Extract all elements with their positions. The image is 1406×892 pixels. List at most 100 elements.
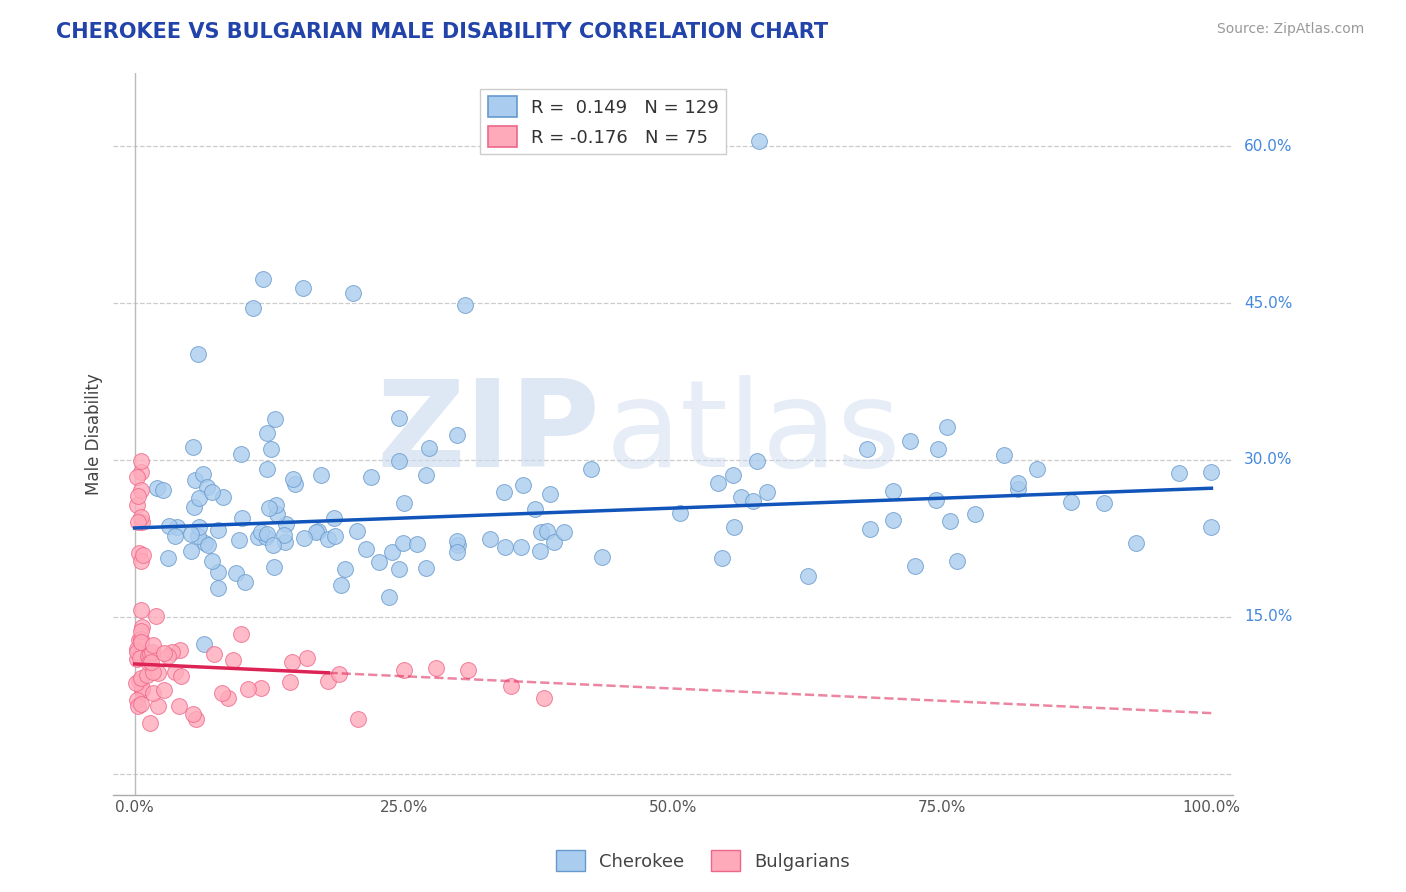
- Point: [127, 698, 149, 713]
- Point: [457, 663, 479, 677]
- Point: [368, 556, 391, 570]
- Point: [509, 540, 531, 554]
- Point: [131, 516, 153, 530]
- Point: [197, 538, 219, 552]
- Point: [262, 538, 284, 552]
- Point: [131, 620, 153, 634]
- Point: [129, 651, 152, 665]
- Point: [381, 545, 404, 559]
- Point: [415, 561, 437, 575]
- Point: [797, 569, 820, 583]
- Point: [131, 643, 153, 657]
- Point: [329, 578, 352, 592]
- Point: [127, 516, 149, 530]
- Point: [187, 491, 209, 506]
- Point: [278, 675, 301, 690]
- Text: 30.0%: 30.0%: [1244, 452, 1292, 467]
- Point: [323, 529, 346, 543]
- Point: [388, 411, 411, 425]
- Point: [139, 655, 162, 669]
- Point: [264, 498, 287, 512]
- Point: [246, 530, 269, 544]
- Text: 60.0%: 60.0%: [1244, 138, 1292, 153]
- Point: [346, 524, 368, 538]
- Point: [165, 529, 187, 543]
- Point: [274, 517, 297, 532]
- Point: [231, 447, 253, 461]
- Point: [195, 480, 218, 494]
- Point: [333, 562, 356, 576]
- Point: [187, 520, 209, 534]
- Point: [748, 134, 770, 148]
- Point: [274, 534, 297, 549]
- Point: [183, 473, 205, 487]
- Point: [142, 665, 165, 679]
- Text: atlas: atlas: [606, 376, 901, 492]
- Point: [156, 551, 179, 566]
- Point: [479, 533, 502, 547]
- Point: [152, 646, 174, 660]
- Legend: R =  0.149   N = 129, R = -0.176   N = 75: R = 0.149 N = 129, R = -0.176 N = 75: [481, 89, 725, 154]
- Point: [167, 698, 190, 713]
- Point: [707, 475, 730, 490]
- Point: [669, 506, 692, 520]
- Point: [446, 534, 468, 549]
- Point: [904, 559, 927, 574]
- Point: [138, 656, 160, 670]
- Point: [263, 412, 285, 426]
- Point: [131, 681, 153, 695]
- Point: [1201, 465, 1223, 479]
- Point: [207, 523, 229, 537]
- Point: [129, 671, 152, 685]
- Point: [284, 477, 307, 491]
- Point: [536, 524, 558, 538]
- Point: [212, 490, 235, 504]
- Point: [1007, 482, 1029, 496]
- Point: [425, 661, 447, 675]
- Point: [260, 442, 283, 457]
- Point: [756, 485, 779, 500]
- Point: [856, 442, 879, 456]
- Point: [138, 648, 160, 663]
- Point: [360, 469, 382, 483]
- Point: [131, 682, 153, 697]
- Point: [202, 647, 225, 661]
- Point: [591, 549, 613, 564]
- Point: [945, 554, 967, 568]
- Point: [166, 520, 188, 534]
- Point: [145, 481, 167, 495]
- Point: [710, 551, 733, 566]
- Point: [723, 467, 745, 482]
- Point: [127, 489, 149, 503]
- Point: [201, 484, 224, 499]
- Point: [128, 632, 150, 647]
- Point: [231, 510, 253, 524]
- Point: [233, 574, 256, 589]
- Point: [418, 441, 440, 455]
- Point: [156, 648, 179, 663]
- Point: [538, 487, 561, 501]
- Point: [201, 554, 224, 568]
- Point: [131, 554, 153, 568]
- Point: [378, 590, 401, 604]
- Point: [169, 643, 191, 657]
- Point: [346, 712, 368, 726]
- Point: [125, 693, 148, 707]
- Point: [898, 434, 921, 449]
- Point: [131, 698, 153, 712]
- Point: [125, 645, 148, 659]
- Point: [142, 686, 165, 700]
- Point: [128, 648, 150, 662]
- Point: [222, 652, 245, 666]
- Point: [936, 420, 959, 434]
- Point: [1092, 496, 1115, 510]
- Text: 45.0%: 45.0%: [1244, 295, 1292, 310]
- Point: [266, 508, 288, 522]
- Point: [136, 668, 159, 682]
- Point: [256, 527, 278, 541]
- Text: ZIP: ZIP: [377, 376, 600, 492]
- Point: [406, 537, 429, 551]
- Point: [963, 508, 986, 522]
- Point: [129, 483, 152, 498]
- Point: [228, 533, 250, 548]
